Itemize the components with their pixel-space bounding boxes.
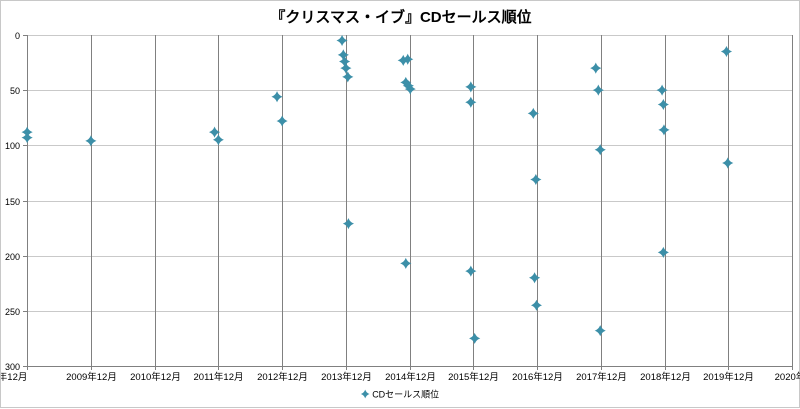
data-point-marker xyxy=(592,84,604,96)
x-axis-tick-label: 2013年12月 xyxy=(321,371,372,383)
data-point-marker xyxy=(342,71,354,83)
data-points xyxy=(21,34,734,345)
y-axis-tick-label: 100 xyxy=(5,141,20,151)
x-axis-tick-label: 2015年12月 xyxy=(448,371,499,383)
data-point-marker xyxy=(594,325,606,337)
x-axis-tick-label: 2014年12月 xyxy=(385,371,436,383)
data-point-marker xyxy=(21,131,33,144)
data-point-marker xyxy=(276,115,288,127)
legend-label: CDセールス順位 xyxy=(372,388,439,399)
y-axis-tick-label: 250 xyxy=(5,307,20,317)
data-point-marker xyxy=(469,332,481,345)
data-point-marker xyxy=(657,246,669,258)
data-point-marker xyxy=(656,84,668,96)
data-point-marker xyxy=(208,126,221,138)
x-axis-tick-label: 2018年12月 xyxy=(640,371,691,383)
data-point-marker xyxy=(720,45,733,58)
data-point-marker xyxy=(342,218,355,230)
data-point-marker xyxy=(340,62,352,74)
x-axis-tick-label: 2010年12月 xyxy=(130,371,181,383)
legend-marker-icon xyxy=(360,389,370,399)
x-axis-tick-label: 2019年12月 xyxy=(703,371,754,383)
data-point-marker xyxy=(404,83,416,95)
y-axis-tick-label: 150 xyxy=(5,197,20,207)
data-point-marker xyxy=(338,55,351,68)
y-axis-tick-label: 0 xyxy=(15,31,20,41)
chart-legend: CDセールス順位 xyxy=(360,388,439,399)
x-axis-tick-label: 2009年12月 xyxy=(66,371,117,383)
data-point-marker xyxy=(528,272,541,284)
y-axis-tick-labels: 0 50 100 150 200 250 300 xyxy=(5,31,20,372)
data-point-marker xyxy=(530,173,542,186)
x-axis-tick-label: 2016年12月 xyxy=(512,371,563,383)
data-point-marker xyxy=(530,299,543,311)
data-point-marker xyxy=(658,124,670,136)
x-axis-tick-labels: 2008年12月 2009年12月 2010年12月 2011年12月 2012年12月… xyxy=(1,371,800,383)
data-point-marker xyxy=(657,98,669,111)
axis-lines xyxy=(23,35,793,370)
vertical-gridlines xyxy=(27,35,793,366)
data-point-marker xyxy=(465,96,477,108)
data-point-marker xyxy=(85,135,97,147)
data-point-marker xyxy=(527,107,539,119)
data-point-marker xyxy=(402,53,414,65)
chart-title: 『クリスマス・イブ』CDセールス順位 xyxy=(270,9,532,26)
data-point-marker xyxy=(465,265,477,277)
x-axis-tick-label: 2017年12月 xyxy=(576,371,627,383)
y-axis-tick-label: 200 xyxy=(5,252,20,262)
data-point-marker xyxy=(465,81,477,93)
data-point-marker xyxy=(336,34,348,47)
data-point-marker xyxy=(271,91,283,103)
y-axis-tick-label: 300 xyxy=(5,362,20,372)
y-axis-tick-label: 50 xyxy=(10,86,20,96)
data-point-marker xyxy=(400,257,412,270)
x-axis-tick-label: 2008年12月 xyxy=(1,371,27,383)
x-axis-tick-label: 2011年12月 xyxy=(194,371,244,383)
x-axis-tick-label: 2020年12月 xyxy=(775,371,800,383)
x-axis-tick-label: 2012年12月 xyxy=(257,371,308,383)
data-point-marker xyxy=(722,157,734,169)
data-point-marker xyxy=(594,144,606,156)
data-point-marker xyxy=(590,62,602,74)
data-point-marker xyxy=(212,134,224,146)
